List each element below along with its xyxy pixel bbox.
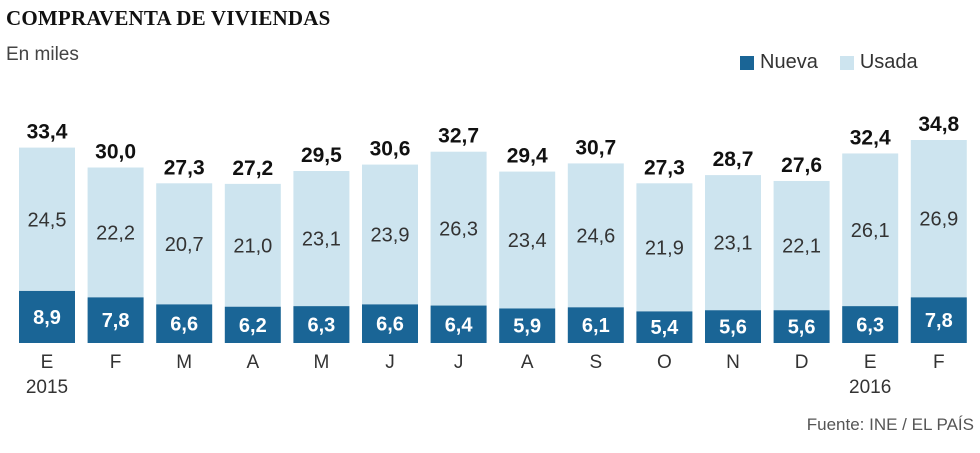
bar-usada [705, 175, 761, 311]
data-label-usada: 23,4 [508, 230, 547, 252]
bar-usada [499, 171, 556, 309]
data-label-total: 30,6 [370, 138, 411, 161]
data-label-nueva: 6,6 [376, 314, 404, 336]
data-label-nueva: 5,6 [719, 317, 747, 339]
data-label-total: 32,4 [850, 126, 891, 149]
bar-nueva [636, 311, 693, 343]
data-label-total: 32,7 [438, 125, 479, 148]
bar-nueva [362, 304, 418, 343]
data-label-nueva: 6,3 [307, 315, 335, 337]
legend-label-usada: Usada [859, 51, 918, 73]
data-label-total: 27,6 [781, 154, 822, 177]
x-tick-label: D [795, 352, 809, 373]
bar-nueva [705, 310, 761, 343]
x-tick-label: M [176, 352, 192, 373]
bar-usada [293, 171, 350, 307]
data-label-nueva: 6,2 [239, 315, 267, 337]
bar-usada [362, 164, 418, 305]
bar-nueva [430, 305, 487, 343]
data-label-usada: 24,5 [28, 209, 67, 231]
x-tick-label: J [454, 352, 464, 373]
data-label-usada: 26,1 [851, 220, 890, 242]
bar-nueva [87, 297, 144, 343]
data-label-usada: 23,1 [302, 229, 341, 251]
x-tick-label: M [313, 352, 329, 373]
data-label-usada: 22,1 [782, 236, 821, 258]
bar-nueva [293, 306, 350, 343]
data-label-total: 34,8 [918, 113, 959, 136]
data-label-usada: 22,2 [96, 222, 135, 244]
bar-usada [910, 140, 967, 298]
data-label-total: 27,3 [164, 156, 205, 179]
data-label-usada: 23,9 [371, 224, 410, 246]
bar-nueva [156, 304, 213, 343]
legend-swatch-nueva [740, 55, 754, 70]
x-tick-label: J [385, 352, 395, 373]
x-year-label: 2015 [26, 377, 68, 398]
x-tick-label: N [726, 352, 740, 373]
data-label-usada: 24,6 [576, 225, 615, 247]
x-tick-label: A [521, 352, 534, 373]
bar-usada [87, 167, 144, 298]
x-tick-label: S [589, 352, 602, 373]
data-label-nueva: 5,4 [650, 317, 679, 339]
legend: Nueva Usada [740, 51, 940, 74]
x-tick-label: E [41, 352, 54, 373]
bar-nueva [19, 290, 75, 343]
data-label-total: 33,4 [27, 121, 68, 144]
bar-usada [842, 153, 899, 307]
x-year-label: 2016 [849, 377, 891, 398]
legend-label-nueva: Nueva [760, 51, 818, 73]
data-label-usada: 26,9 [919, 209, 958, 231]
data-label-total: 29,5 [301, 144, 342, 167]
data-label-nueva: 7,8 [102, 310, 130, 332]
data-label-nueva: 7,8 [925, 310, 953, 332]
source-note: Fuente: INE / EL PAÍS [806, 415, 974, 434]
data-label-nueva: 5,9 [513, 316, 541, 338]
bar-nueva [567, 307, 624, 343]
bar-nueva [224, 306, 281, 343]
bar-nueva [773, 310, 830, 343]
bar-usada [19, 147, 75, 291]
x-tick-label: A [246, 352, 259, 373]
legend-item-nueva: Nueva [740, 51, 818, 74]
data-label-nueva: 6,6 [170, 314, 198, 336]
bar-usada [636, 183, 693, 312]
x-tick-label: F [110, 352, 122, 373]
data-label-usada: 21,0 [233, 235, 272, 257]
data-label-usada: 26,3 [439, 219, 478, 241]
data-label-total: 30,0 [95, 141, 136, 164]
data-label-nueva: 8,9 [33, 307, 61, 329]
data-label-usada: 20,7 [165, 234, 204, 256]
legend-swatch-usada [839, 55, 854, 70]
data-label-total: 29,4 [507, 145, 548, 168]
bar-usada [773, 180, 830, 311]
data-label-usada: 23,1 [714, 233, 753, 255]
legend-item-usada: Usada [839, 51, 918, 74]
x-tick-label: O [657, 352, 672, 373]
bar-usada [224, 183, 281, 307]
data-label-nueva: 5,6 [788, 317, 816, 339]
x-tick-label: E [864, 352, 877, 373]
chart-title: COMPRAVENTA DE VIVIENDAS [6, 6, 331, 30]
bar-usada [156, 183, 213, 305]
chart-subtitle: En miles [6, 44, 79, 65]
data-label-usada: 21,9 [645, 237, 684, 259]
data-label-total: 27,2 [232, 157, 273, 180]
data-label-nueva: 6,3 [856, 315, 884, 337]
data-label-total: 30,7 [575, 136, 616, 159]
data-label-total: 28,7 [713, 148, 754, 171]
data-label-total: 27,3 [644, 156, 685, 179]
bar-nueva [842, 306, 899, 343]
data-label-nueva: 6,4 [445, 314, 474, 336]
bar-usada [567, 163, 624, 308]
x-tick-label: F [933, 352, 945, 373]
bar-nueva [499, 308, 556, 343]
bar-usada [430, 151, 487, 306]
data-label-nueva: 6,1 [582, 315, 610, 337]
bar-nueva [910, 297, 967, 343]
